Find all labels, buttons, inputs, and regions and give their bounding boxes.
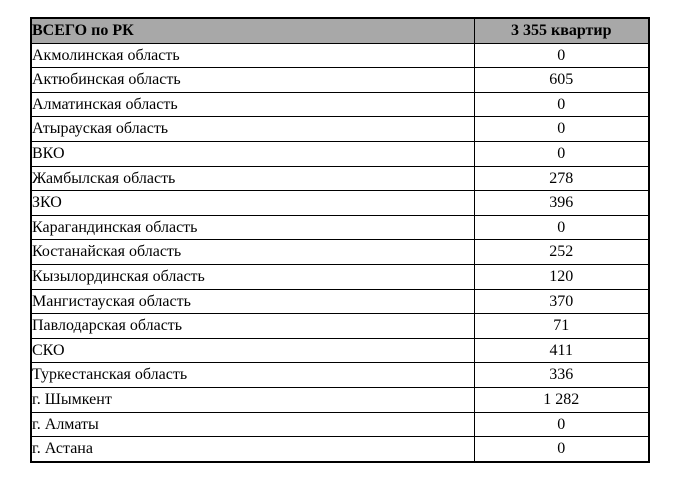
- quantity-cell: 0: [473, 42, 650, 69]
- region-name-cell: Кызылординская область: [30, 263, 475, 290]
- total-label-cell: ВСЕГО по РК: [30, 17, 475, 44]
- quantity-cell: 336: [473, 362, 650, 388]
- table-row: Костанайская область 252: [30, 239, 650, 265]
- region-name-cell: СКО: [30, 337, 475, 364]
- quantity-cell: 411: [473, 337, 650, 364]
- quantity-cell: 0: [473, 411, 650, 438]
- table-row: Кызылординская область 120: [30, 263, 650, 290]
- region-name-cell: Алматинская область: [30, 91, 475, 118]
- table-header-row: ВСЕГО по РК 3 355 квартир: [30, 17, 650, 44]
- region-name-cell: г. Астана: [30, 436, 475, 463]
- region-name-cell: ВКО: [30, 141, 475, 167]
- quantity-cell: 1 282: [473, 386, 650, 413]
- quantity-cell: 278: [473, 165, 650, 192]
- region-name-cell: Жамбылская область: [30, 165, 475, 192]
- quantity-cell: 252: [473, 239, 650, 265]
- quantity-cell: 605: [473, 67, 650, 93]
- quantity-cell: 0: [473, 214, 650, 241]
- table-row: Алматинская область 0: [30, 91, 650, 118]
- region-name-cell: Костанайская область: [30, 239, 475, 265]
- quantity-cell: 0: [473, 141, 650, 167]
- quantity-cell: 396: [473, 190, 650, 216]
- table-row: СКО 411: [30, 337, 650, 364]
- total-value-cell: 3 355 квартир: [473, 17, 650, 44]
- quantity-cell: 370: [473, 288, 650, 315]
- table-row: г. Алматы 0: [30, 411, 650, 438]
- quantity-cell: 71: [473, 313, 650, 339]
- quantity-cell: 0: [473, 91, 650, 118]
- table-row: Актюбинская область 605: [30, 67, 650, 93]
- table-row: Павлодарская область 71: [30, 313, 650, 339]
- region-name-cell: Атырауская область: [30, 116, 475, 143]
- table-row: Мангистауская область 370: [30, 288, 650, 315]
- region-name-cell: Павлодарская область: [30, 313, 475, 339]
- table-row: ЗКО 396: [30, 190, 650, 216]
- table-row: Туркестанская область 336: [30, 362, 650, 388]
- region-name-cell: Мангистауская область: [30, 288, 475, 315]
- table-row: Акмолинская область 0: [30, 42, 650, 69]
- region-name-cell: г. Алматы: [30, 411, 475, 438]
- apartments-by-region-table: ВСЕГО по РК 3 355 квартир Акмолинская об…: [30, 17, 650, 463]
- region-name-cell: Туркестанская область: [30, 362, 475, 388]
- table-row: г. Шымкент 1 282: [30, 386, 650, 413]
- quantity-cell: 120: [473, 263, 650, 290]
- table-row: Атырауская область 0: [30, 116, 650, 143]
- table-row: г. Астана 0: [30, 436, 650, 463]
- region-name-cell: ЗКО: [30, 190, 475, 216]
- table-row: Жамбылская область 278: [30, 165, 650, 192]
- region-name-cell: г. Шымкент: [30, 386, 475, 413]
- region-name-cell: Акмолинская область: [30, 42, 475, 69]
- region-name-cell: Актюбинская область: [30, 67, 475, 93]
- table-row: ВКО 0: [30, 141, 650, 167]
- region-name-cell: Карагандинская область: [30, 214, 475, 241]
- quantity-cell: 0: [473, 116, 650, 143]
- quantity-cell: 0: [473, 436, 650, 463]
- table-row: Карагандинская область 0: [30, 214, 650, 241]
